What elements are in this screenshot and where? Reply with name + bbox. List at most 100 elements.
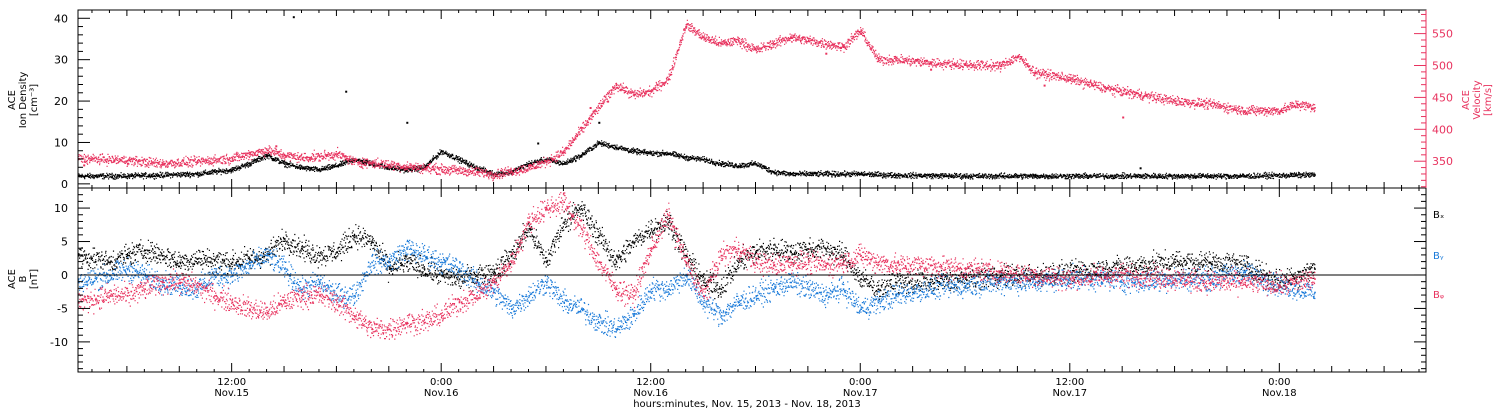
- velocity-series-point: [284, 154, 286, 157]
- b-series-2-point: [336, 301, 338, 304]
- b-series-1-point: [755, 295, 758, 297]
- density-series-point: [336, 165, 338, 167]
- velocity-y-tick-label: 550: [1432, 28, 1453, 41]
- b-series-2-point: [441, 315, 443, 317]
- b-series-0-point: [825, 248, 827, 250]
- velocity-series-point: [842, 46, 845, 48]
- b-series-2-point: [546, 208, 548, 210]
- density-series-point: [249, 163, 251, 165]
- density-y-tick-label: 0: [61, 178, 68, 191]
- b-series-0-point: [633, 241, 635, 244]
- x-tick-day-label: Nov.16: [424, 388, 459, 399]
- velocity-series-point: [1296, 103, 1299, 106]
- b-axis-title-line: [nT]: [29, 269, 40, 289]
- b-series-1-point: [301, 288, 304, 290]
- density-series-outlier: [1139, 167, 1142, 170]
- density-series-outlier: [406, 121, 409, 124]
- b-series-2-point: [109, 295, 111, 297]
- b-series-1-point: [511, 308, 513, 310]
- b-series-1-point: [493, 291, 496, 294]
- velocity-series-point: [755, 49, 758, 52]
- b-series-1-point: [720, 315, 723, 317]
- velocity-series-point: [563, 151, 565, 154]
- b-series-1-point: [930, 288, 932, 290]
- b-series-0-point: [965, 278, 967, 280]
- density-series-point: [1314, 174, 1316, 176]
- velocity-series-point: [773, 43, 775, 45]
- b-series-0-point: [842, 254, 845, 257]
- legend-by: Bᵧ: [1433, 251, 1444, 262]
- x-tick-day-label: Nov.18: [1262, 388, 1297, 399]
- b-series-1-point: [580, 308, 583, 310]
- b-series-1-point: [773, 288, 775, 290]
- density-series-point: [1034, 175, 1037, 178]
- density-series-point: [266, 154, 269, 157]
- density-series-point: [78, 175, 80, 178]
- density-series-point: [441, 150, 443, 153]
- velocity-series-point: [1174, 100, 1177, 103]
- density-axis-title-line: [cm⁻³]: [29, 84, 40, 116]
- b-series-0-point: [1174, 261, 1177, 264]
- b-series-1-point: [825, 295, 827, 297]
- b-series-1-point: [144, 275, 146, 277]
- b-series-2-point: [476, 295, 478, 297]
- b-series-1-point: [703, 301, 705, 304]
- velocity-series-point: [738, 40, 740, 42]
- b-series-0-point: [720, 288, 723, 290]
- b-series-2-point: [1244, 281, 1246, 284]
- b-series-1-point: [336, 295, 338, 297]
- b-series-2-point: [999, 271, 1002, 274]
- density-series-point: [301, 167, 304, 169]
- b-series-0-point: [580, 208, 583, 210]
- b-series-2-point: [511, 261, 513, 264]
- b-series-2: [78, 192, 1316, 340]
- density-series-point: [231, 169, 234, 171]
- b-series-0-point: [807, 248, 810, 250]
- b-series-0-point: [109, 261, 111, 264]
- b-series-1-point: [650, 288, 653, 290]
- b-series-0-point: [196, 258, 199, 260]
- velocity-series-point: [633, 94, 635, 96]
- velocity-series-point: [895, 59, 897, 61]
- density-series-point: [406, 169, 408, 171]
- b-series-1-point: [790, 281, 792, 284]
- velocity-y-tick-label: 350: [1432, 155, 1453, 168]
- velocity-series-point: [441, 168, 443, 171]
- velocity-series-point: [668, 78, 670, 80]
- density-series-point: [633, 150, 635, 153]
- b-series-0-point: [353, 234, 356, 237]
- b-series-0-point: [1104, 268, 1107, 270]
- density-series-point: [703, 159, 705, 161]
- density-series-outlier: [598, 121, 601, 124]
- b-series-1-point: [353, 295, 356, 297]
- b-series-2-point: [703, 295, 705, 297]
- b-series-2-point: [161, 281, 164, 284]
- b-series-0-point: [685, 254, 688, 257]
- velocity-series-point: [685, 24, 688, 26]
- b-series-1-point: [109, 275, 111, 277]
- x-tick-time-label: 0:00: [430, 377, 452, 388]
- density-series-point: [668, 152, 670, 155]
- velocity-series-point: [528, 167, 531, 170]
- velocity-axis-title-line: [km/s]: [1483, 84, 1494, 116]
- b-y-tick-label: 5: [61, 236, 68, 249]
- b-axis-title: ACE B [nT]: [7, 269, 40, 289]
- velocity-series-point: [790, 36, 792, 39]
- b-series-2-point: [78, 301, 80, 304]
- b-series-0-point: [78, 254, 80, 257]
- b-series-2-point: [1034, 275, 1037, 277]
- velocity-series-point: [650, 91, 653, 93]
- b-series-0-points: [78, 201, 1316, 301]
- b-series-2-point: [493, 281, 496, 284]
- b-series-1-point: [633, 315, 635, 317]
- x-tick-day-label: Nov.16: [633, 388, 668, 399]
- b-series-0-point: [284, 238, 286, 240]
- velocity-series-point: [161, 163, 164, 165]
- b-series-0-point: [511, 254, 513, 257]
- b-series-2-point: [126, 295, 129, 297]
- b-series-0-point: [423, 268, 426, 270]
- density-series-point: [598, 142, 600, 145]
- x-tick-time-label: 0:00: [1268, 377, 1290, 388]
- b-series-0-point: [161, 254, 164, 257]
- b-axis-title-line: B: [18, 275, 29, 282]
